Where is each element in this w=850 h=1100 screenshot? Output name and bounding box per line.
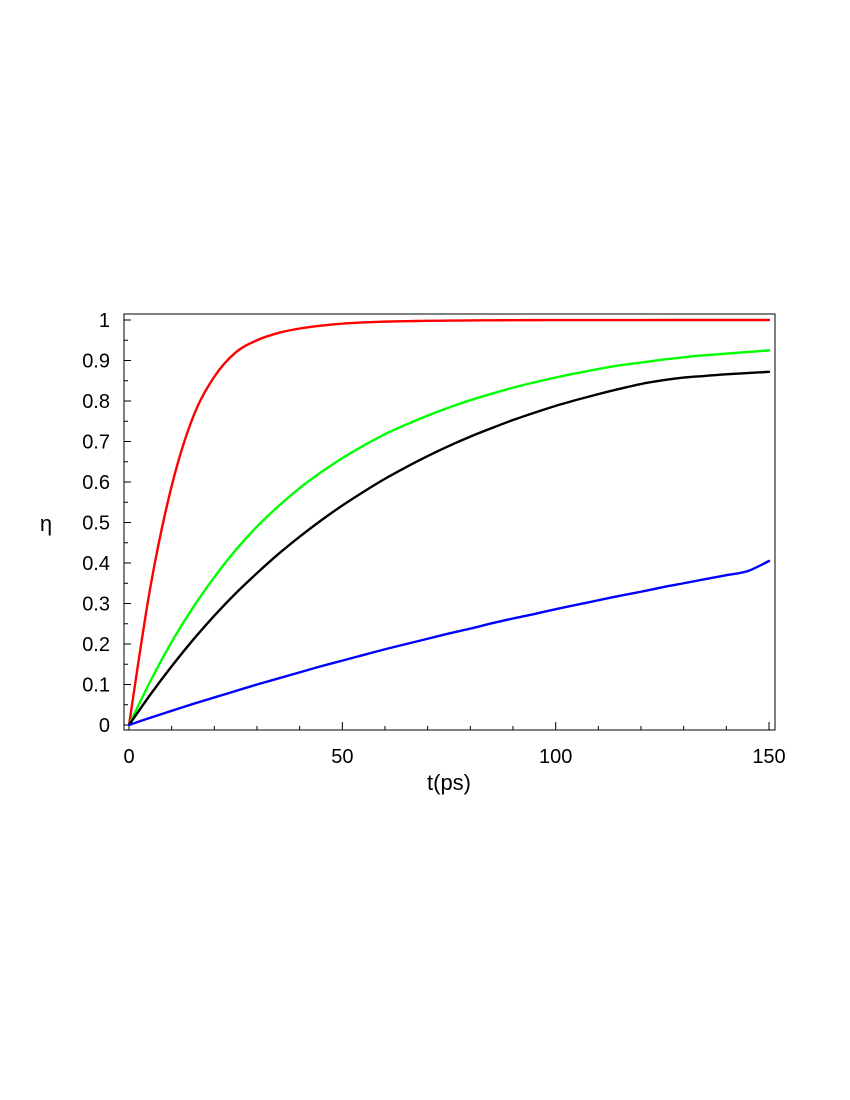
y-axis-title: η — [40, 511, 52, 536]
series-line-3 — [127, 370, 771, 727]
x-tick-label: 50 — [331, 746, 353, 768]
x-tick-label: 0 — [123, 746, 134, 768]
series-line-4 — [127, 559, 771, 727]
y-tick-label: 0.4 — [82, 553, 110, 575]
y-tick-label: 0.2 — [82, 634, 110, 656]
y-tick-label: 0.7 — [82, 432, 110, 454]
y-tick-label: 0.1 — [82, 675, 110, 697]
x-axis-title: t(ps) — [427, 770, 471, 795]
series-line-2 — [127, 349, 771, 727]
y-tick-label: 0.9 — [82, 351, 110, 373]
y-tick-label: 0.8 — [82, 391, 110, 413]
plot-frame — [123, 313, 776, 731]
series-layer — [127, 318, 771, 727]
y-tick-label: 0.3 — [82, 594, 110, 616]
y-tick-label: 0 — [99, 715, 110, 737]
y-tick-label: 1 — [99, 310, 110, 332]
series-line-1 — [127, 318, 771, 727]
x-axis: 0 50 100 150 — [123, 722, 786, 768]
y-axis: 0 0.1 0.2 0.3 0.4 0.5 0.6 0.7 0.8 0.9 1 — [82, 310, 131, 737]
y-tick-label: 0.6 — [82, 472, 110, 494]
x-tick-label: 100 — [539, 746, 572, 768]
y-tick-label: 0.5 — [82, 513, 110, 535]
x-tick-label: 150 — [752, 746, 785, 768]
